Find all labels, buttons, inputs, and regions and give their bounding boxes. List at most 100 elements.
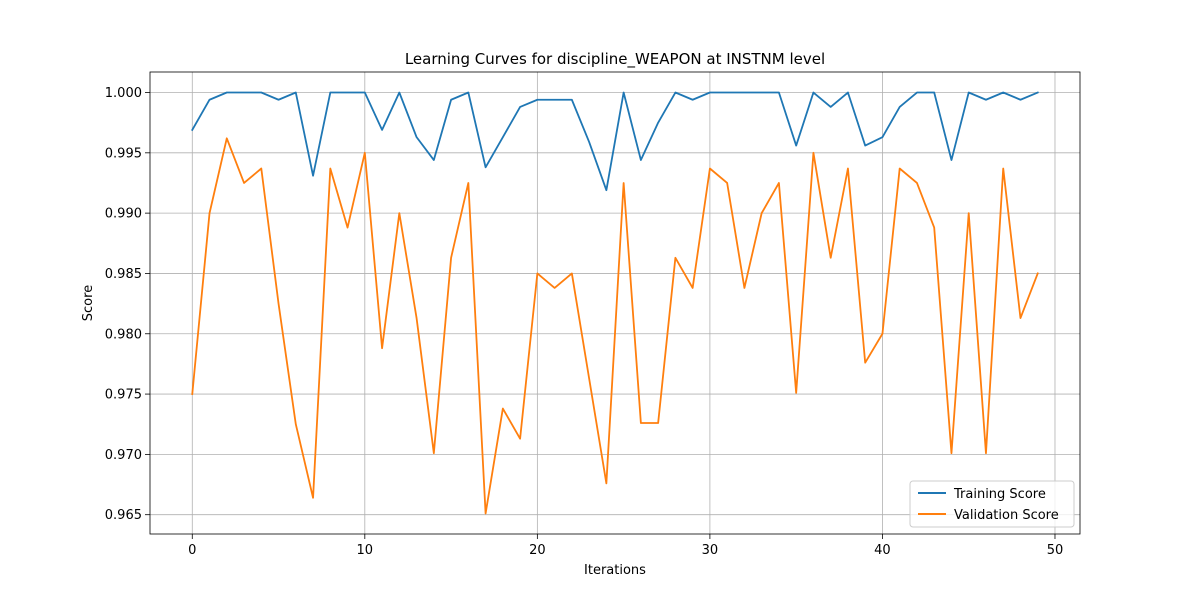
training-point xyxy=(519,106,521,108)
validation-point xyxy=(571,272,573,274)
training-point xyxy=(847,91,849,93)
validation-point xyxy=(605,482,607,484)
legend: Training Score Validation Score xyxy=(909,480,1075,528)
training-point xyxy=(346,91,348,93)
validation-point xyxy=(381,347,383,349)
validation-point xyxy=(484,512,486,514)
validation-point xyxy=(277,302,279,304)
validation-point xyxy=(657,422,659,424)
training-point xyxy=(985,99,987,101)
training-point xyxy=(191,129,193,131)
validation-point xyxy=(933,226,935,228)
validation-point xyxy=(433,452,435,454)
training-point xyxy=(553,99,555,101)
validation-point xyxy=(829,257,831,259)
training-point xyxy=(502,136,504,138)
x-axis-label: Iterations xyxy=(584,563,646,578)
training-point xyxy=(881,136,883,138)
training-point xyxy=(415,136,417,138)
validation-point xyxy=(1037,272,1039,274)
validation-point xyxy=(467,182,469,184)
validation-point xyxy=(1002,167,1004,169)
validation-point xyxy=(898,167,900,169)
y-tick-label: 0.995 xyxy=(105,146,142,161)
training-point xyxy=(381,129,383,131)
training-point xyxy=(484,166,486,168)
validation-point xyxy=(916,182,918,184)
validation-point xyxy=(398,212,400,214)
training-point xyxy=(674,91,676,93)
validation-point xyxy=(795,392,797,394)
series-lines xyxy=(191,91,1039,515)
training-point xyxy=(536,99,538,101)
training-point xyxy=(571,99,573,101)
validation-point xyxy=(553,287,555,289)
training-point xyxy=(812,91,814,93)
y-tick-label: 0.985 xyxy=(105,267,142,282)
validation-point xyxy=(726,182,728,184)
legend-box xyxy=(909,480,1075,528)
validation-point xyxy=(622,182,624,184)
training-point xyxy=(588,141,590,143)
validation-point xyxy=(985,452,987,454)
y-tick-label: 0.965 xyxy=(105,508,142,523)
training-point xyxy=(1019,99,1021,101)
training-point xyxy=(726,91,728,93)
validation-point xyxy=(709,167,711,169)
validation-point xyxy=(864,362,866,364)
y-axis-ticks: 0.965 0.970 0.975 0.980 0.985 0.990 0.995 1.000 xyxy=(105,86,150,523)
training-point xyxy=(933,91,935,93)
validation-point xyxy=(812,152,814,154)
validation-point xyxy=(743,287,745,289)
training-point xyxy=(467,91,469,93)
training-point xyxy=(640,159,642,161)
validation-point xyxy=(950,452,952,454)
training-point xyxy=(829,106,831,108)
x-tick-label: 50 xyxy=(1047,543,1064,558)
plot-area xyxy=(150,72,1080,534)
training-point xyxy=(622,91,624,93)
y-tick-label: 0.970 xyxy=(105,448,142,463)
legend-label-training: Training Score xyxy=(953,487,1046,502)
validation-point xyxy=(588,377,590,379)
validation-point xyxy=(519,438,521,440)
legend-label-validation: Validation Score xyxy=(954,508,1059,523)
validation-point xyxy=(450,257,452,259)
validation-point xyxy=(364,152,366,154)
x-axis-ticks: 0 10 20 30 40 50 xyxy=(188,534,1063,558)
validation-point xyxy=(881,333,883,335)
x-tick-label: 30 xyxy=(702,543,719,558)
y-tick-label: 0.975 xyxy=(105,388,142,403)
training-point xyxy=(398,91,400,93)
training-point xyxy=(605,189,607,191)
training-point xyxy=(916,91,918,93)
training-point xyxy=(657,121,659,123)
y-tick-label: 0.980 xyxy=(105,327,142,342)
training-point xyxy=(743,91,745,93)
validation-point xyxy=(847,167,849,169)
training-point xyxy=(1037,91,1039,93)
validation-point xyxy=(640,422,642,424)
validation-point xyxy=(243,182,245,184)
training-point xyxy=(450,99,452,101)
validation-point xyxy=(760,212,762,214)
training-point xyxy=(691,99,693,101)
validation-point xyxy=(260,167,262,169)
validation-point xyxy=(502,407,504,409)
training-point xyxy=(226,91,228,93)
training-point xyxy=(795,144,797,146)
validation-point xyxy=(536,272,538,274)
chart-title: Learning Curves for discipline_WEAPON at… xyxy=(405,50,825,69)
training-point xyxy=(433,159,435,161)
validation-point xyxy=(191,393,193,395)
training-point xyxy=(968,91,970,93)
validation-point xyxy=(778,182,780,184)
validation-point xyxy=(1019,317,1021,319)
training-point xyxy=(243,91,245,93)
y-tick-label: 0.990 xyxy=(105,207,142,222)
training-point xyxy=(329,91,331,93)
validation-point xyxy=(968,212,970,214)
training-point xyxy=(364,91,366,93)
